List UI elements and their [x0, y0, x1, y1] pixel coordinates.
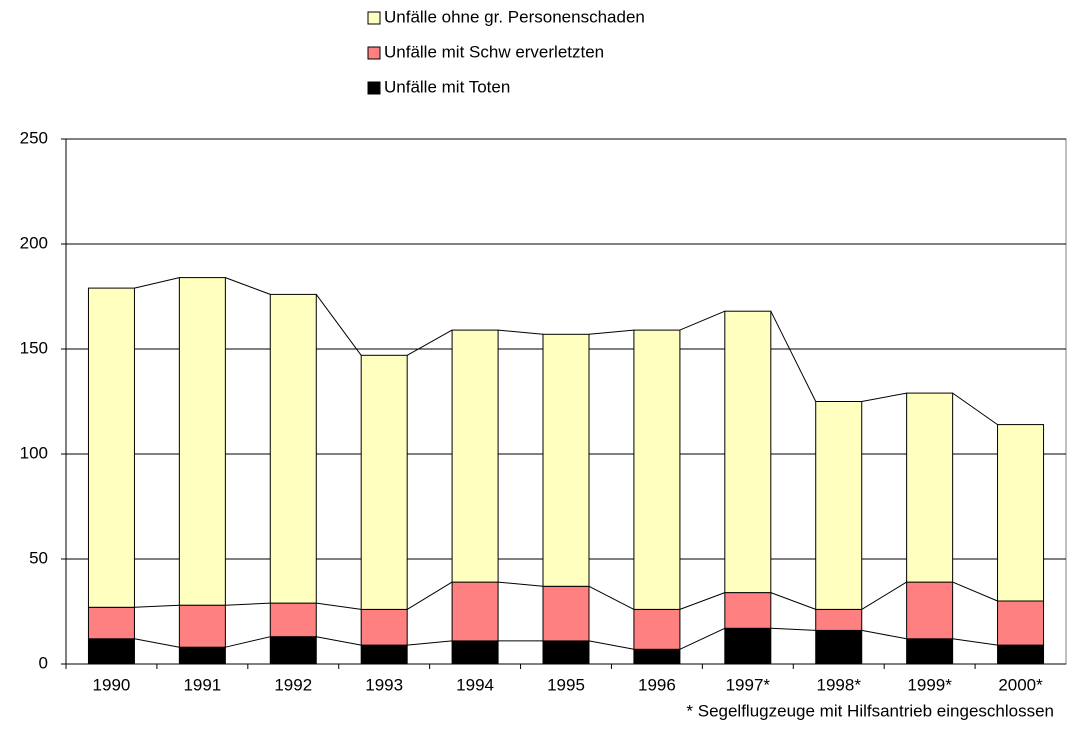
legend-label: Unfälle mit Schw erverletzten	[384, 42, 604, 61]
series-line	[679, 310, 726, 331]
series-line	[406, 581, 453, 610]
y-tick-label: 50	[29, 548, 48, 567]
bar-segment	[269, 293, 317, 604]
series-line	[498, 329, 544, 335]
bar-segment	[997, 644, 1045, 665]
bar-segment	[87, 287, 135, 608]
bar-segment	[269, 602, 317, 638]
series-line	[316, 636, 362, 646]
series-line	[134, 604, 180, 608]
y-tick-label: 150	[20, 338, 48, 357]
series-line	[225, 277, 271, 295]
bar-segment	[906, 581, 954, 640]
x-tick-label: 1990	[93, 675, 131, 694]
y-tick-label: 200	[20, 233, 48, 252]
bar-segment	[633, 608, 681, 650]
series-line	[861, 629, 907, 640]
series-line	[588, 585, 635, 610]
y-tick-label: 250	[20, 128, 48, 147]
legend-label: Unfälle mit Toten	[384, 77, 510, 96]
bar-segment	[451, 581, 499, 642]
series-line	[952, 638, 998, 646]
bar-segment	[815, 608, 863, 631]
bar-segment	[87, 638, 135, 665]
series-line	[225, 602, 271, 606]
series-line	[679, 592, 725, 610]
bar-segment	[360, 644, 408, 665]
legend-swatch	[367, 46, 381, 60]
bar-segment	[633, 329, 681, 610]
series-line	[770, 627, 816, 631]
bar-segment	[451, 640, 499, 665]
bar-segment	[815, 629, 863, 665]
series-line	[588, 329, 634, 335]
series-line	[861, 392, 907, 402]
x-tick-label: 2000*	[998, 675, 1043, 694]
series-line	[134, 277, 180, 289]
bar-segment	[724, 627, 772, 665]
bar-segment	[178, 277, 226, 606]
bar-segment	[997, 600, 1045, 646]
series-line	[406, 329, 453, 356]
x-tick-label: 1992	[274, 675, 312, 694]
bar-segment	[451, 329, 499, 583]
x-tick-label: 1991	[183, 675, 221, 694]
x-tick-label: 1994	[456, 675, 494, 694]
series-line	[588, 640, 635, 650]
series-line	[407, 640, 453, 646]
series-line	[679, 627, 726, 650]
x-tick-label: 1999*	[907, 675, 952, 694]
series-line	[225, 636, 271, 648]
series-line	[770, 592, 816, 610]
footnote: * Segelflugzeuge mit Hilfsantrieb einges…	[686, 701, 1054, 720]
bar-segment	[87, 606, 135, 640]
legend-swatch	[367, 81, 381, 95]
series-line	[316, 602, 362, 610]
bar-segment	[906, 392, 954, 583]
x-tick-label: 1996	[638, 675, 676, 694]
x-tick-label: 1993	[365, 675, 403, 694]
y-tick-label: 0	[39, 653, 48, 672]
bar-segment	[815, 401, 863, 610]
series-line	[861, 581, 907, 610]
bar-segment	[724, 592, 772, 629]
bar-segment	[542, 640, 590, 665]
legend-label: Unfälle ohne gr. Personenschaden	[384, 7, 645, 26]
bar-segment	[269, 636, 317, 665]
series-line	[952, 581, 998, 602]
bar-segment	[360, 608, 408, 646]
bar-segment	[633, 648, 681, 665]
bar-segment	[542, 585, 590, 642]
bar-segment	[178, 646, 226, 665]
bar-segment	[542, 333, 590, 587]
x-tick-label: 1995	[547, 675, 585, 694]
legend-swatch	[367, 11, 381, 25]
series-line	[315, 294, 362, 356]
series-line	[952, 392, 998, 426]
x-tick-label: 1997*	[726, 675, 771, 694]
series-line	[770, 310, 817, 402]
x-tick-label: 1998*	[817, 675, 862, 694]
bar-segment	[906, 638, 954, 665]
bar-segment	[997, 424, 1045, 602]
bar-segment	[178, 604, 226, 648]
series-line	[498, 581, 544, 587]
y-tick-label: 100	[20, 443, 48, 462]
bar-segment	[360, 354, 408, 610]
bar-segment	[724, 310, 772, 594]
series-line	[134, 638, 180, 648]
